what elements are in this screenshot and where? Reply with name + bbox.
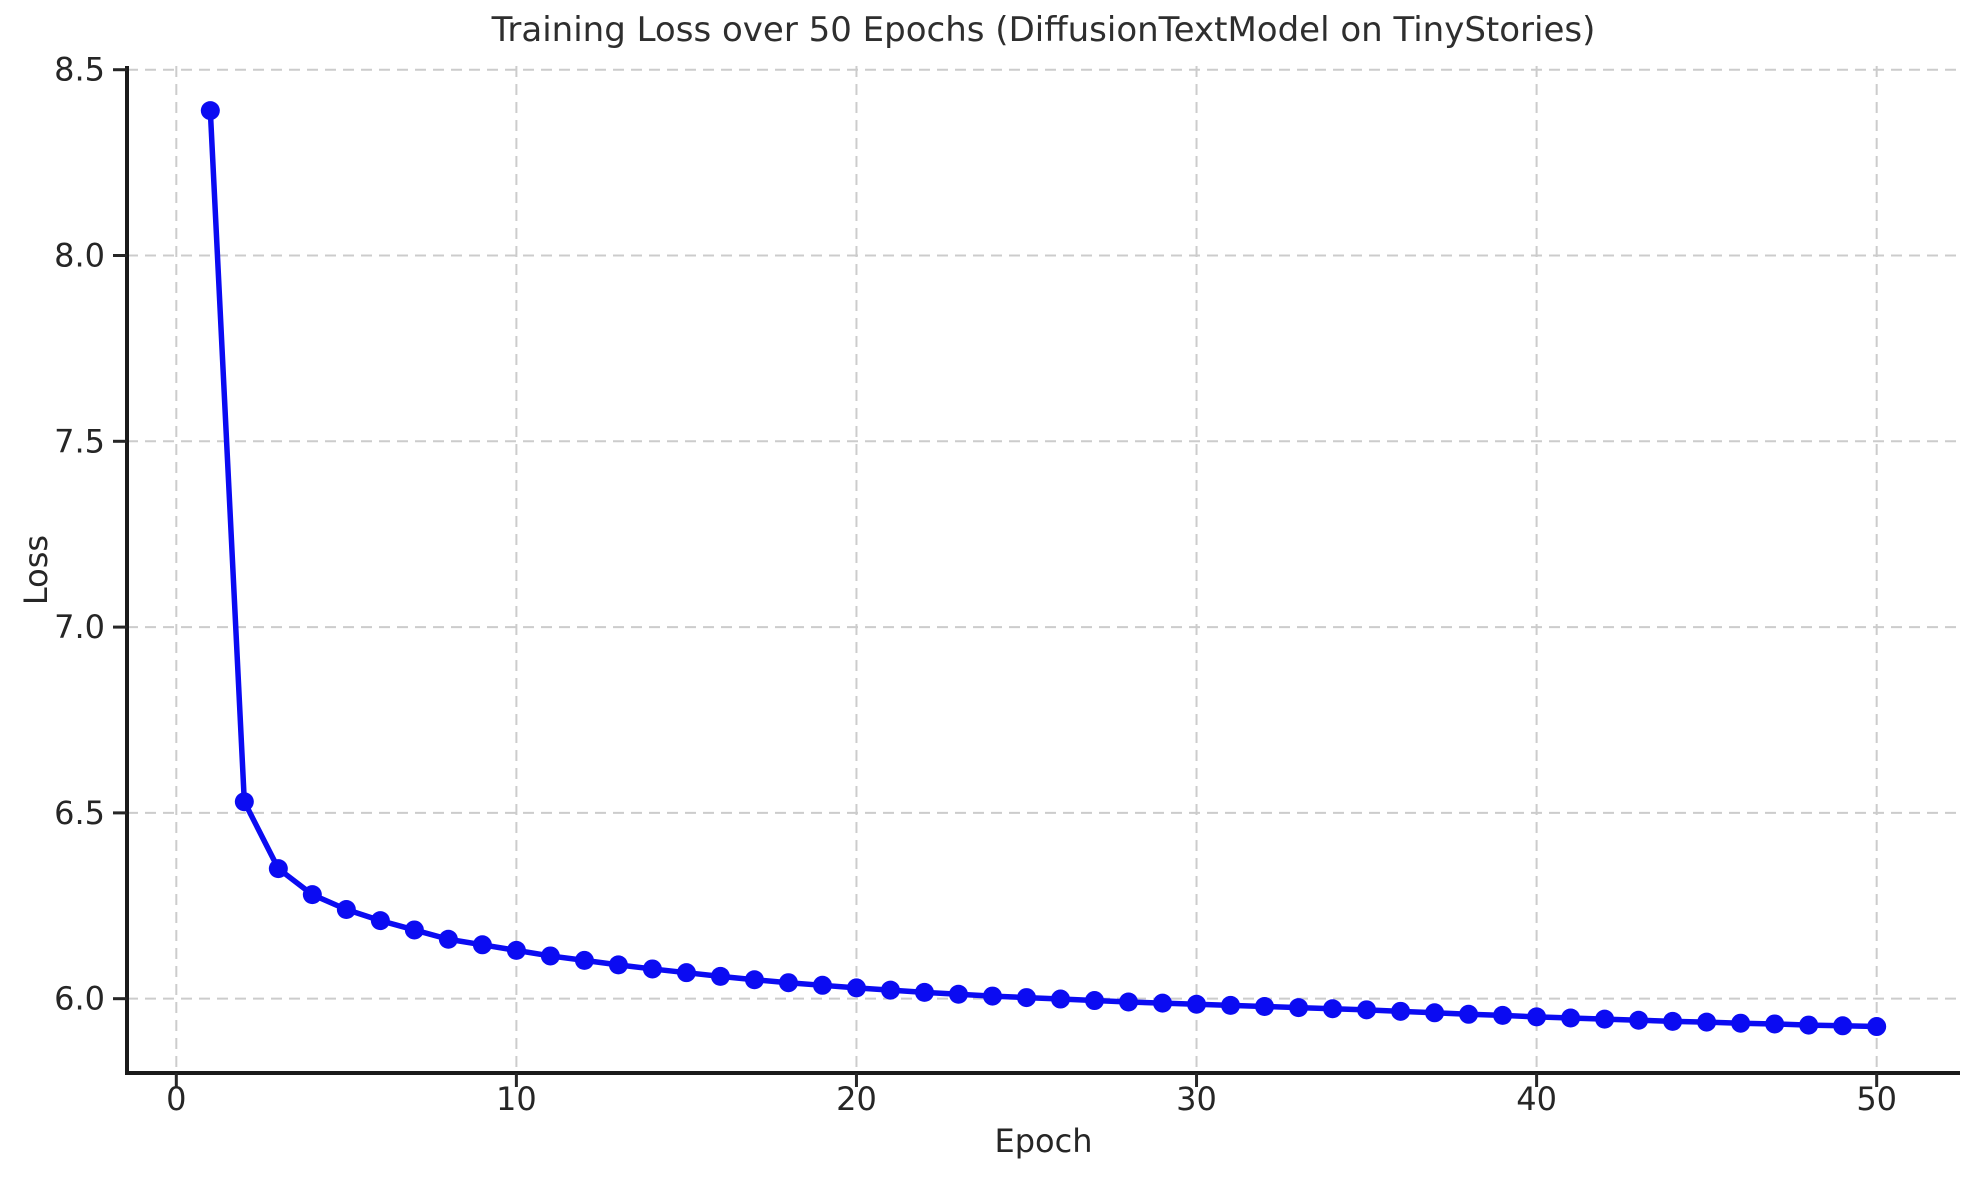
x-axis-label: Epoch [994,1122,1093,1160]
x-tick-label: 10 [496,1080,537,1118]
data-point-marker [1323,999,1343,1019]
data-point-marker [506,940,526,960]
x-tick-label: 50 [1856,1080,1897,1118]
data-point-marker [1731,1013,1751,1033]
data-point-marker [642,959,662,979]
data-point-marker [1867,1017,1887,1037]
x-tick-label: 20 [836,1080,877,1118]
data-point-marker [1493,1005,1513,1025]
data-point-marker [1765,1014,1785,1034]
data-point-marker [1289,998,1309,1018]
data-point-marker [846,978,866,998]
data-point-marker [200,101,220,121]
data-point-marker [1595,1009,1615,1029]
data-point-marker [914,982,934,1002]
data-point-marker [574,950,594,970]
data-point-marker [1799,1015,1819,1035]
data-point-marker [880,980,900,1000]
data-point-marker [472,935,492,955]
data-point-marker [812,975,832,995]
data-point-marker [676,963,696,983]
y-tick-label: 8.5 [54,51,105,89]
y-tick-label: 7.0 [54,608,105,646]
data-point-marker [1016,988,1036,1008]
data-point-marker [1187,994,1207,1014]
data-point-marker [1391,1001,1411,1021]
data-point-marker [982,986,1002,1006]
data-point-marker [438,929,458,949]
data-point-marker [1255,996,1275,1016]
chart-title: Training Loss over 50 Epochs (DiffusionT… [491,10,1596,50]
data-point-marker [778,973,798,993]
data-point-marker [1663,1011,1683,1031]
x-tick-label: 0 [166,1080,186,1118]
data-point-marker [1357,1000,1377,1020]
data-point-marker [710,966,730,986]
y-tick-label: 6.5 [54,794,105,832]
y-tick-label: 6.0 [54,980,105,1018]
data-point-marker [1051,989,1071,1009]
data-point-marker [1221,995,1241,1015]
x-tick-label: 30 [1176,1080,1217,1118]
data-point-marker [948,984,968,1004]
y-tick-label: 8.0 [54,237,105,275]
data-point-marker [1425,1003,1445,1023]
data-point-marker [1153,993,1173,1013]
data-point-marker [608,955,628,975]
data-point-marker [1833,1016,1853,1036]
data-point-marker [1119,992,1139,1012]
data-point-marker [1085,991,1105,1011]
data-point-marker [1459,1004,1479,1024]
data-point-marker [404,920,424,940]
data-point-marker [234,792,254,812]
data-point-marker [268,859,288,879]
data-point-marker [744,970,764,990]
data-point-marker [1629,1010,1649,1030]
data-point-marker [302,885,322,905]
data-point-marker [540,946,560,966]
loss-line [207,107,1880,1030]
data-point-marker [1697,1012,1717,1032]
y-tick-label: 7.5 [54,422,105,460]
data-point-marker [1561,1008,1581,1028]
data-point-marker [370,911,390,931]
x-tick-label: 40 [1516,1080,1557,1118]
data-point-marker [1527,1007,1547,1027]
data-point-marker [336,900,356,920]
